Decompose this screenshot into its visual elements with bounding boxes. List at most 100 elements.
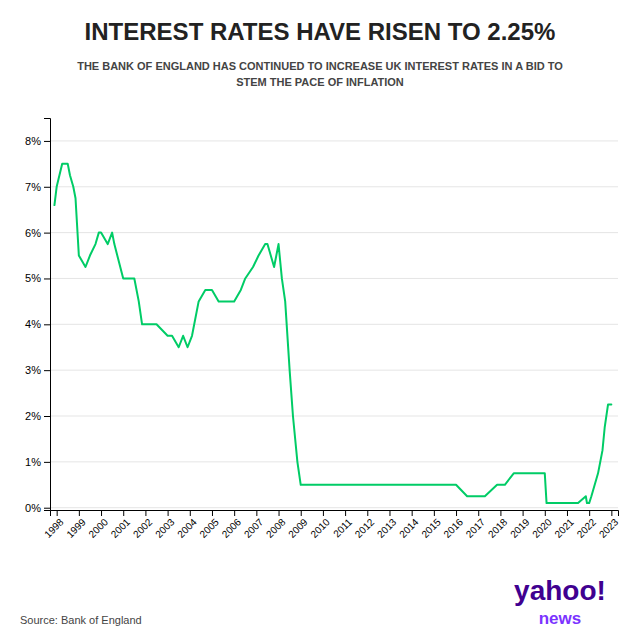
y-tick-mark <box>44 233 50 234</box>
x-tick-mark <box>456 510 457 516</box>
y-tick-label: 3% <box>25 364 41 376</box>
x-tick: 2017 <box>464 510 488 540</box>
x-tick-mark <box>389 510 390 516</box>
x-tick: 2011 <box>331 510 354 539</box>
x-tick-label: 2006 <box>220 516 244 540</box>
grid-line <box>50 507 618 508</box>
x-tick-label: 2020 <box>530 516 554 540</box>
x-tick: 2004 <box>175 510 199 540</box>
subtitle: THE BANK OF ENGLAND HAS CONTINUED TO INC… <box>77 60 563 88</box>
x-tick: 2023 <box>597 510 621 540</box>
x-tick-mark <box>168 510 169 516</box>
x-tick-label: 1998 <box>42 516 66 540</box>
x-tick-label: 2014 <box>397 516 421 540</box>
x-tick-mark <box>323 510 324 516</box>
x-tick: 2003 <box>153 510 177 540</box>
x-tick: 2005 <box>197 510 221 540</box>
y-tick-mark <box>44 141 50 142</box>
grid-line <box>50 186 618 187</box>
grid-line <box>50 232 618 233</box>
y-tick-label: 7% <box>25 181 41 193</box>
y-tick-label: 0% <box>25 502 41 514</box>
grid-line <box>50 324 618 325</box>
x-tick-label: 2005 <box>197 516 221 540</box>
x-tick-label: 2022 <box>575 516 599 540</box>
x-tick: 2019 <box>508 510 532 540</box>
x-tick: 2013 <box>375 510 399 540</box>
x-tick-mark <box>212 510 213 516</box>
y-axis-line <box>44 119 51 511</box>
y-tick: 6% <box>25 227 50 239</box>
y-tick: 1% <box>25 456 50 468</box>
x-tick-label: 2001 <box>109 516 133 540</box>
y-tick: 0% <box>25 502 50 514</box>
x-tick-label: 2018 <box>486 516 510 540</box>
x-tick: 1998 <box>42 510 66 540</box>
x-tick-mark <box>301 510 302 516</box>
x-tick-mark <box>190 510 191 516</box>
rate-line <box>54 164 611 503</box>
grid-line <box>50 370 618 371</box>
x-tick-mark <box>478 510 479 516</box>
y-tick-label: 8% <box>25 135 41 147</box>
x-tick-mark <box>367 510 368 516</box>
x-tick-label: 2015 <box>419 516 443 540</box>
x-tick-mark <box>345 510 346 516</box>
y-tick-mark <box>44 416 50 417</box>
x-tick-mark <box>412 510 413 516</box>
x-tick-mark <box>123 510 124 516</box>
y-axis: 0%1%2%3%4%5%6%7%8% <box>25 119 50 514</box>
x-tick-label: 2008 <box>264 516 288 540</box>
x-tick-label: 2021 <box>552 516 576 540</box>
x-tick-mark <box>434 510 435 516</box>
annotation: yahoo! <box>514 575 606 606</box>
x-tick: 1999 <box>64 510 88 540</box>
grid <box>50 141 618 508</box>
source: Source: Bank of England <box>20 614 142 626</box>
title: INTEREST RATES HAVE RISEN TO 2.25% <box>85 18 556 45</box>
x-tick-mark <box>279 510 280 516</box>
x-tick-mark <box>101 510 102 516</box>
x-tick: 2002 <box>131 510 155 540</box>
chart: INTEREST RATES HAVE RISEN TO 2.25% THE BA… <box>0 0 640 643</box>
x-tick-label: 2016 <box>442 516 466 540</box>
x-tick: 2020 <box>530 510 554 540</box>
x-tick-mark <box>589 510 590 516</box>
x-tick: 2006 <box>220 510 244 540</box>
x-tick: 2015 <box>419 510 443 540</box>
x-tick-label: 2007 <box>242 516 266 540</box>
x-tick-label: 1999 <box>64 516 88 540</box>
x-tick-label: 2019 <box>508 516 532 540</box>
x-tick-mark <box>145 510 146 516</box>
x-tick-mark <box>567 510 568 516</box>
y-tick: 3% <box>25 364 50 376</box>
plot: 0%1%2%3%4%5%6%7%8%1998199920002001200220… <box>25 119 621 540</box>
x-tick: 2009 <box>286 510 310 540</box>
x-tick-mark <box>523 510 524 516</box>
x-tick: 2008 <box>264 510 288 540</box>
x-tick-label: 2012 <box>353 516 377 540</box>
x-tick-mark <box>611 510 612 516</box>
y-tick-mark <box>44 508 50 509</box>
x-tick-label: 2010 <box>308 516 332 540</box>
x-tick: 2014 <box>397 510 421 540</box>
subtitle-line: THE BANK OF ENGLAND HAS CONTINUED TO INC… <box>77 60 563 72</box>
x-tick-mark <box>79 510 80 516</box>
x-tick-label: 2004 <box>175 516 199 540</box>
x-tick: 2022 <box>575 510 599 540</box>
x-tick: 2010 <box>308 510 332 540</box>
x-tick: 2007 <box>242 510 266 540</box>
x-tick-label: 2023 <box>597 516 621 540</box>
y-tick-label: 1% <box>25 456 41 468</box>
y-tick-mark <box>44 370 50 371</box>
x-tick: 2018 <box>486 510 510 540</box>
x-tick-mark <box>234 510 235 516</box>
y-tick: 4% <box>25 318 50 330</box>
x-tick: 2012 <box>353 510 377 540</box>
y-tick-mark <box>44 324 50 325</box>
x-tick-label: 2002 <box>131 516 155 540</box>
x-axis-line <box>51 511 619 517</box>
y-tick: 2% <box>25 410 50 422</box>
x-tick-label: 2013 <box>375 516 399 540</box>
x-axis: 1998199920002001200220032004200520062007… <box>42 510 621 540</box>
